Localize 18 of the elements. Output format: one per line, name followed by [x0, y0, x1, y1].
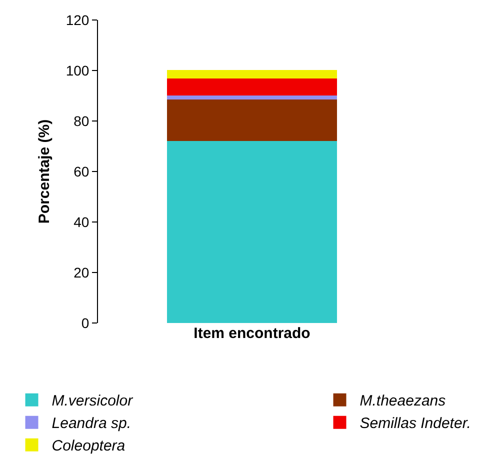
bar [166, 78, 338, 96]
legend-label: Semillas Indeter. [360, 415, 471, 432]
y-tick-label: 120 [66, 12, 90, 28]
legend-label: Coleoptera [52, 438, 126, 455]
bar [166, 98, 338, 141]
legend-label: M.theaezans [360, 392, 446, 410]
y-axis-title: Porcentaje (%) [36, 119, 54, 224]
bar [166, 140, 338, 323]
y-tick-label: 100 [66, 62, 90, 78]
legend-label: M.versicolor [52, 392, 134, 410]
y-tick-label: 0 [81, 314, 90, 331]
bar [166, 70, 338, 79]
y-tick-label: 60 [74, 163, 90, 180]
y-tick-label: 80 [74, 112, 90, 129]
legend-label: Leandra sp. [52, 415, 131, 432]
x-axis-title: Item encontrado [194, 325, 310, 342]
y-tick-label: 20 [74, 264, 90, 280]
y-tick-label: 40 [74, 214, 90, 230]
